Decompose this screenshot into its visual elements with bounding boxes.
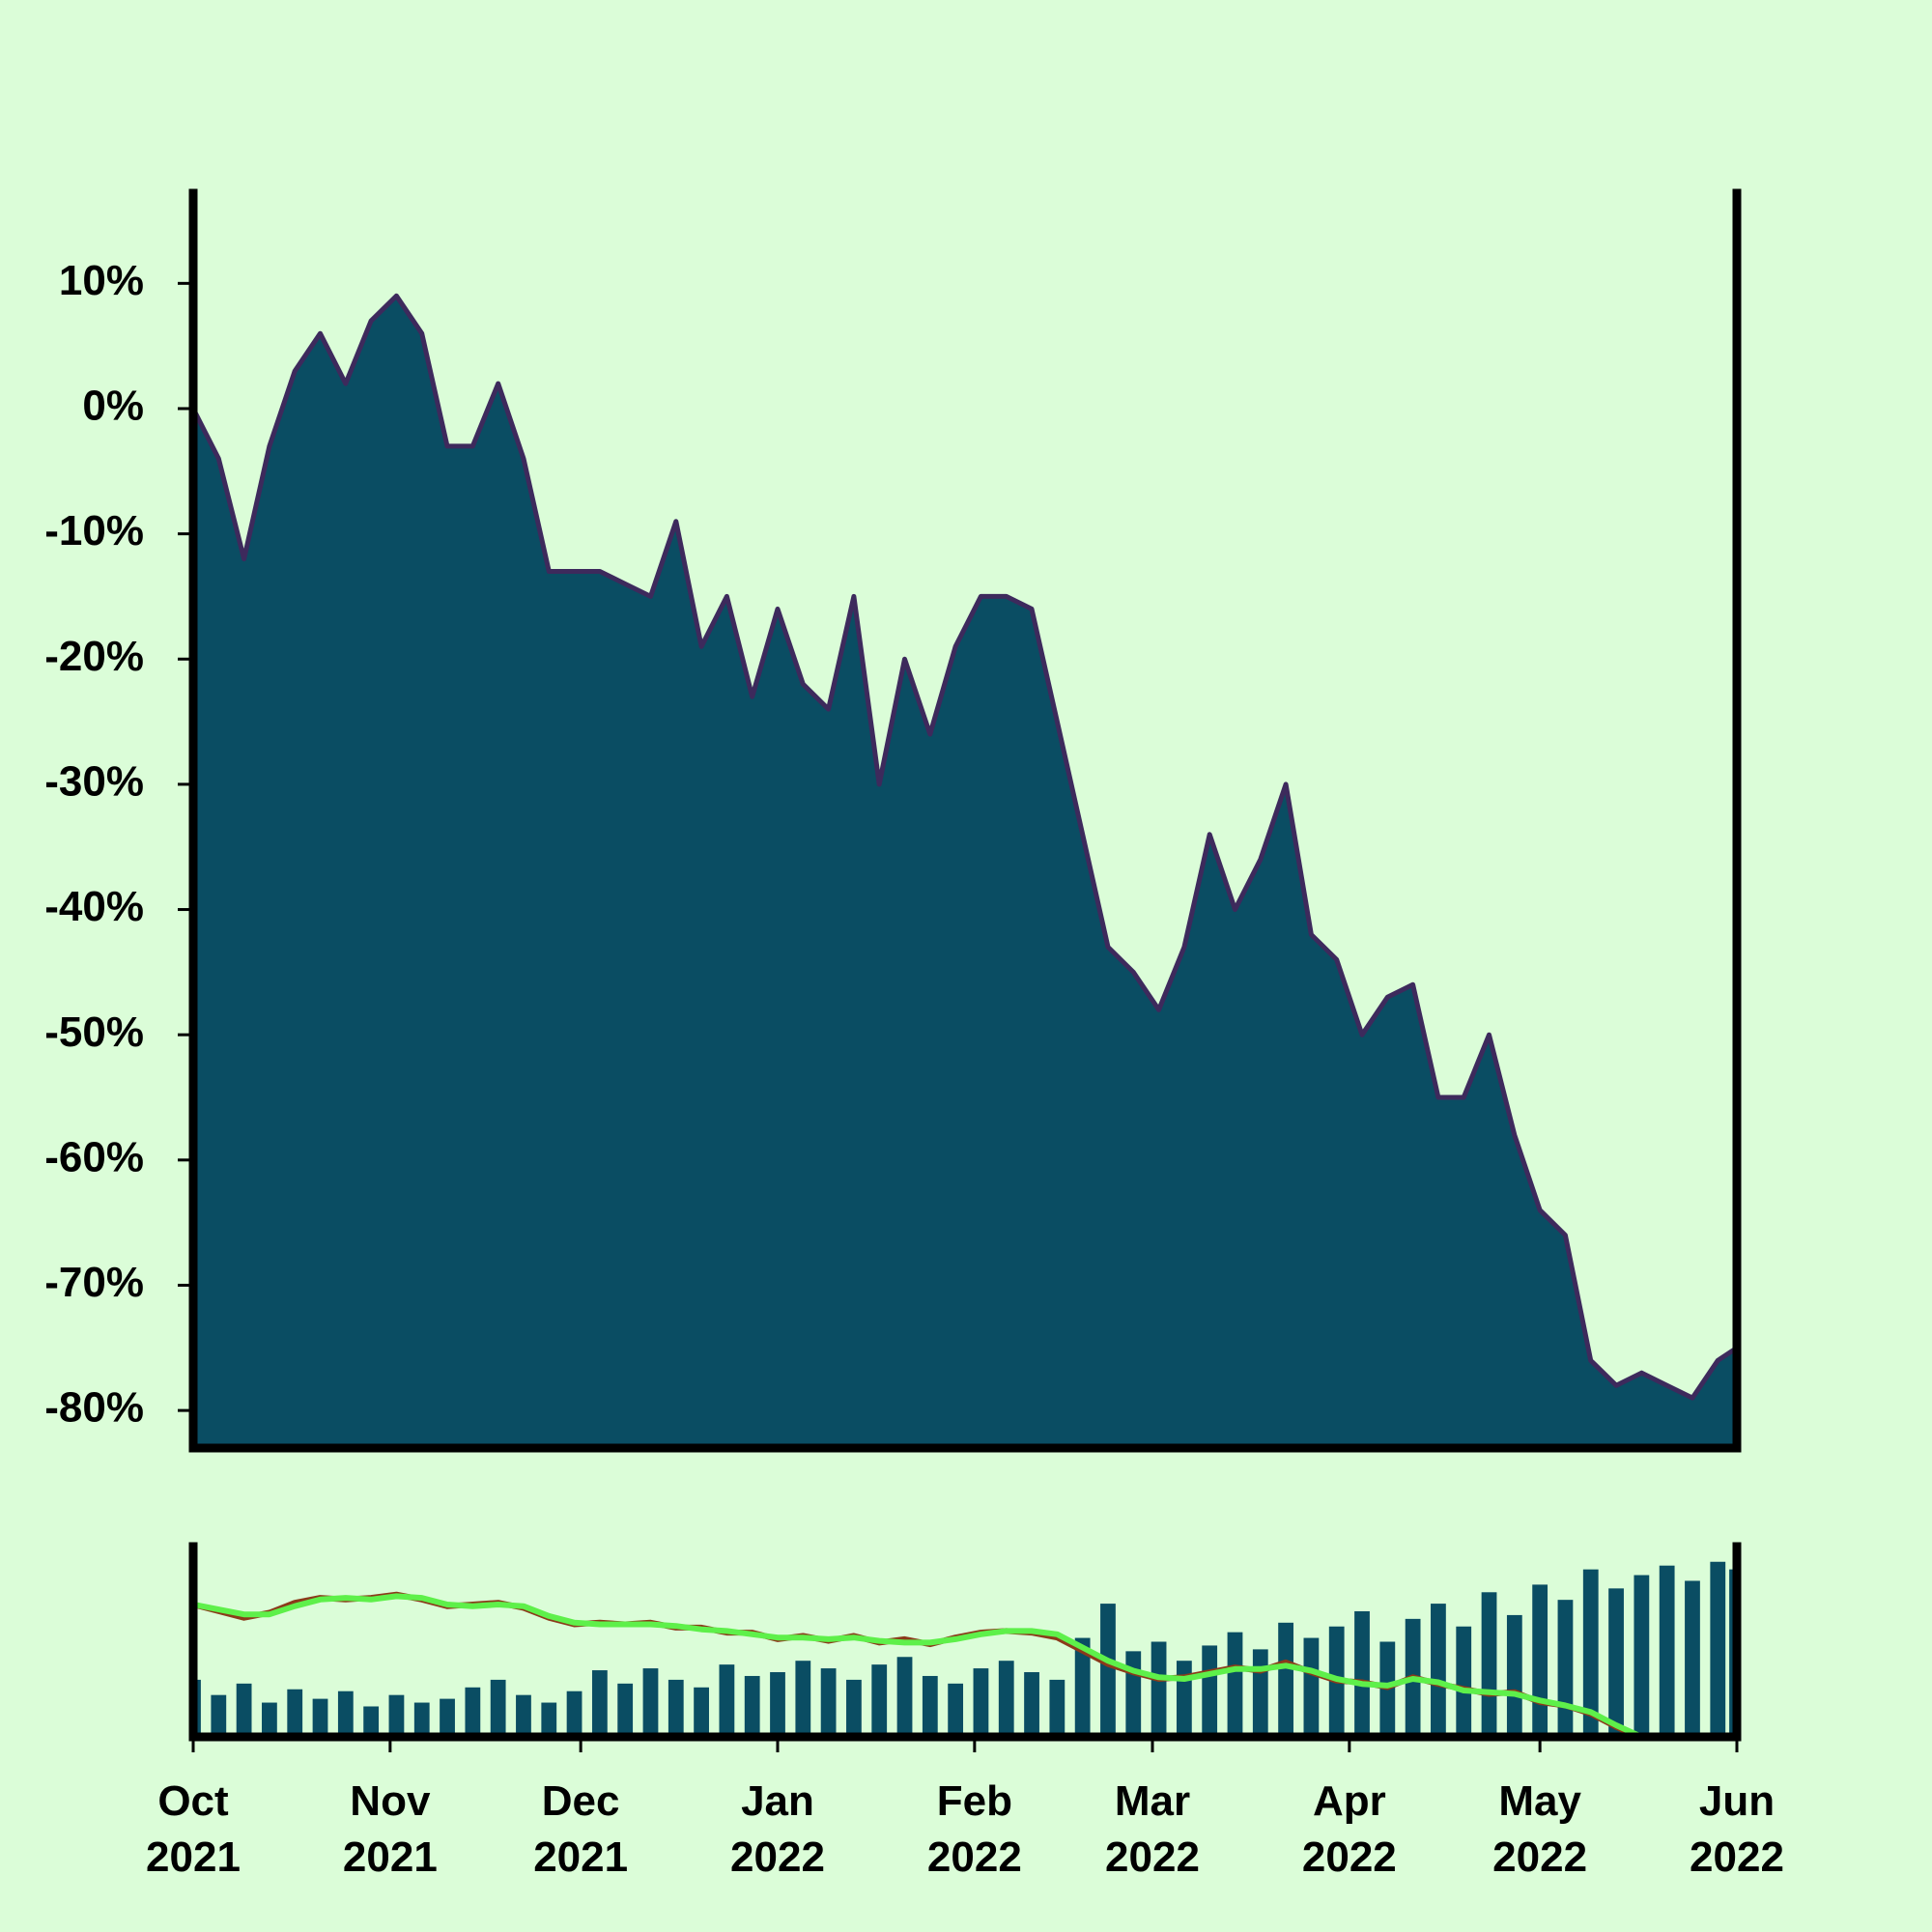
x-tick-label: Dec 2021 [533,1777,629,1881]
volume-bar [591,1670,608,1737]
volume-bar [1303,1637,1320,1737]
volume-bar [1227,1632,1243,1737]
volume-bar [770,1672,785,1737]
volume-bar [440,1698,455,1737]
volume-bar [1557,1600,1574,1737]
volume-bar [948,1683,964,1737]
volume-bar [1151,1641,1167,1737]
volume-bar [694,1687,709,1737]
plot-layer [190,293,1739,1448]
volume-bar [541,1702,557,1737]
volume-bar [998,1661,1014,1737]
y-tick-label: -60% [44,1133,144,1180]
volume-bar [1456,1626,1472,1737]
volume-bar [668,1679,684,1737]
volume-bar [795,1661,811,1737]
y-tick-label: -10% [44,507,144,554]
lower-plot-layer [193,1561,1737,1737]
volume-bar [1100,1604,1116,1737]
volume-bar [922,1675,938,1737]
x-tick-label: May 2022 [1492,1777,1588,1881]
volume-bar [1202,1645,1218,1737]
volume-bar [413,1702,430,1737]
volume-bar [1608,1588,1624,1737]
y-tick-label: -80% [44,1384,144,1432]
volume-bar [744,1675,760,1737]
volume-bar [363,1706,380,1737]
volume-bar [1532,1584,1548,1737]
volume-bar [1074,1637,1091,1737]
volume-bar [719,1664,735,1737]
y-tick-label: -50% [44,1009,144,1056]
x-tick-label: Mar 2022 [1105,1777,1200,1881]
volume-bar [490,1679,506,1737]
volume-bar [1049,1679,1065,1737]
x-tick-label: Jan 2022 [730,1777,825,1881]
volume-bar [1278,1622,1293,1737]
volume-bar [1024,1672,1039,1737]
volume-bar [617,1683,634,1737]
volume-bar [871,1664,888,1737]
x-tick-label: Nov 2021 [342,1777,438,1881]
volume-bar [820,1668,837,1737]
volume-bar [312,1698,328,1737]
area [193,296,1737,1448]
volume-bar [1659,1565,1675,1737]
y-tick-label: -30% [44,758,144,806]
volume-bar [846,1679,862,1737]
volume-bar [1685,1580,1700,1737]
volume-bar [1710,1561,1726,1737]
y-tick-label: -20% [44,633,144,680]
volume-bar [388,1694,405,1737]
volume-bar [973,1668,989,1737]
volume-bar [337,1690,354,1737]
x-tick-label: Apr 2022 [1301,1777,1397,1881]
line [190,293,1739,1401]
volume-bar [236,1683,252,1737]
y-tick-label: 10% [59,257,144,304]
x-tick-label: Feb 2022 [926,1777,1022,1881]
volume-bar [1176,1661,1192,1737]
tick-layer: 10% 0% -10% -20% -30% -40% -50% -60% -70% -80% [44,257,1739,1752]
volume-bar [1252,1649,1268,1737]
volume-bar [1354,1610,1370,1737]
volume-bar [465,1687,481,1737]
volume-bar [1506,1614,1522,1737]
y-tick-label: 0% [82,383,144,430]
volume-bar [1125,1651,1142,1737]
x-tick-label: Oct 2021 [146,1777,241,1881]
axes-frame [188,188,1742,1742]
volume-bar [896,1657,913,1737]
volume-bar [1481,1592,1497,1737]
volume-bar [1634,1575,1650,1737]
volume-bar [642,1668,659,1737]
volume-bar [287,1689,303,1737]
volume-bar [1582,1569,1599,1737]
volume-bar [211,1694,227,1737]
y-tick-label: -40% [44,883,144,930]
volume-bar [1431,1604,1446,1737]
x-tick-label: Jun 2022 [1690,1777,1784,1881]
y-tick-label: -70% [44,1259,144,1306]
volume-bar [566,1690,582,1737]
volume-bar [516,1694,531,1737]
volume-bar [262,1702,277,1737]
moving-average-line [193,1593,1664,1737]
